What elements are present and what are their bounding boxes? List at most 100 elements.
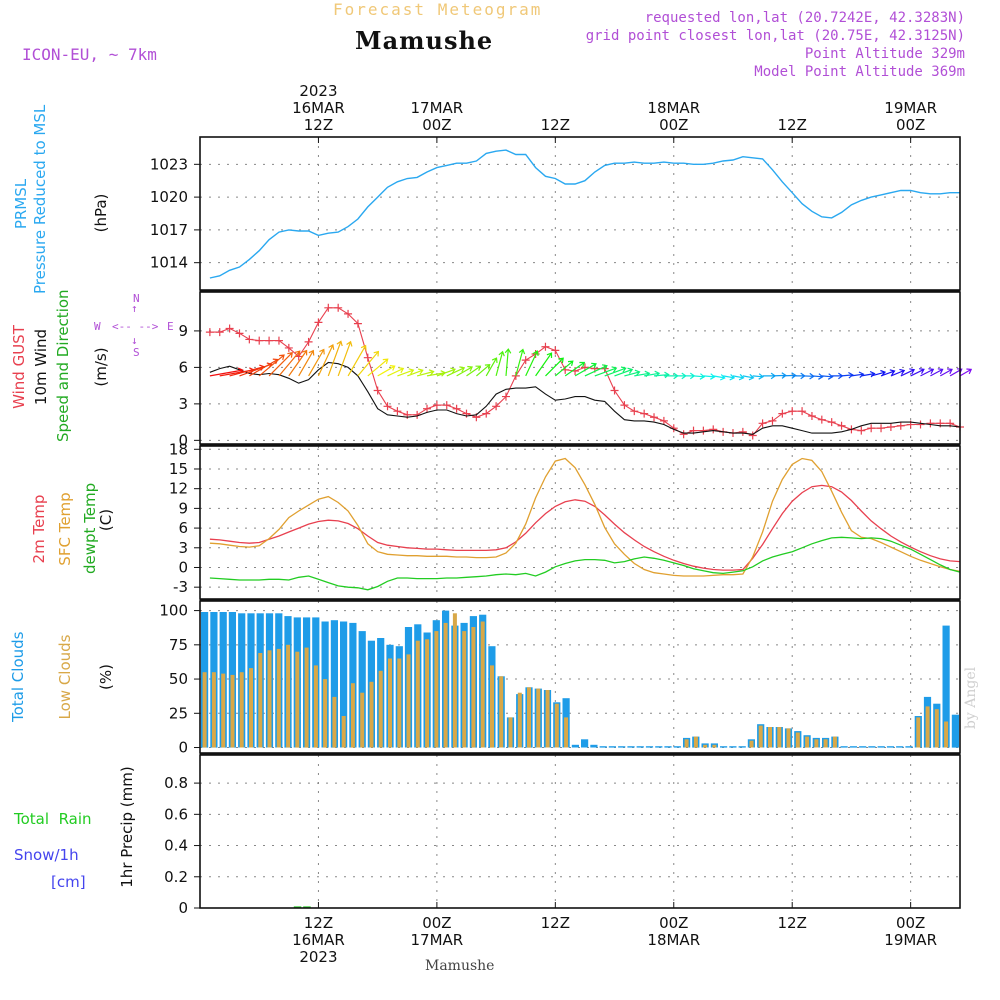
time-label-bottom: 2023 [299,948,337,966]
time-label-top: 00Z [422,116,451,134]
wind-direction-arrow [554,360,574,377]
wind-direction-arrow [683,372,696,380]
wind-direction-arrow [910,368,925,377]
time-label-top: 00Z [659,116,688,134]
gust-marker [393,407,402,416]
gust-marker [334,303,343,312]
wind-direction-arrow [624,369,641,377]
gust-marker [304,337,313,346]
low-cloud-bar [693,736,698,748]
chart-title: Mamushe [355,26,494,55]
low-cloud-bar [406,654,411,748]
gridpoint-coords: grid point closest lon,lat (20.75E, 42.3… [585,28,965,44]
total-cloud-bar [636,746,644,748]
wind-direction-arrow [337,340,353,377]
low-cloud-bar [332,696,337,748]
wind-direction-arrow [407,368,424,377]
low-cloud-bar [749,740,754,748]
time-label-bottom: 19MAR [884,931,937,949]
wind-direction-arrow [890,368,906,377]
total-cloud-bar [627,746,635,748]
low-cloud-bar [805,736,810,748]
gust-marker [699,426,708,435]
ytick-label-wind: 9 [178,322,188,340]
wind-direction-arrow [653,371,670,379]
ytick-label-precip: 0 [178,899,188,917]
ytick-label-clouds: 75 [169,636,188,654]
gust-marker [827,418,836,427]
wind-direction-arrow [930,368,944,377]
gust-marker [423,404,432,413]
rain-label: Total Rain [14,810,92,828]
gust-marker [541,342,550,351]
low-cloud-bar [258,653,263,748]
time-label-top: 12Z [541,116,570,134]
total-cloud-bar [645,746,654,748]
time-label-bottom: 17MAR [411,931,464,949]
ytick-label-wind: 6 [178,358,188,376]
wind-direction-arrow [367,358,389,377]
gust-marker [482,409,491,418]
total-cloud-bar [886,746,895,748]
low-cloud-bar [536,688,541,748]
wind-direction-arrow [515,348,526,377]
time-label-top: 18MAR [647,99,700,117]
gust-marker [205,328,214,337]
low-cloud-bar [341,716,346,748]
total-cloud-bar [859,746,867,748]
gust-marker [235,329,244,338]
wind-direction-arrow [821,373,834,380]
gust-marker [857,426,866,435]
wind-direction-arrow [693,373,706,380]
gust-marker [886,422,895,431]
total-cloud-bar [599,746,607,748]
ytick-label-temp: 15 [169,460,188,478]
low-cloud-bar [443,622,448,748]
total-cloud-bar [720,746,728,748]
time-label-bottom: 16MAR [292,931,345,949]
gust-marker [788,407,797,416]
gust-marker [225,324,234,333]
total-cloud-bar [849,746,857,748]
low-cloud-bar [777,727,782,748]
wind-direction-arrow [604,366,627,377]
ytick-label-pressure: 1014 [150,254,188,272]
time-label-top: 17MAR [411,99,464,117]
low-cloud-bar [768,727,772,748]
gust-marker [659,416,668,425]
gust-marker [778,409,787,418]
gust-marker [373,386,382,395]
bottom-station-label: Mamushe [425,958,495,974]
time-label-top: 2023 [299,82,337,100]
gust-marker [492,402,501,411]
gust-marker [363,353,372,362]
wind-direction-arrow [495,350,505,377]
low-cloud-bar [832,736,837,748]
total-cloud-bar [571,744,579,748]
snow-unit-label: [cm] [51,873,86,891]
dewpt-line [209,536,961,591]
low-cloud-bar [703,744,708,748]
ytick-label-wind: 0 [178,431,188,449]
wind-direction-arrow [742,373,755,381]
gust-marker [501,392,510,401]
low-cloud-bar [369,681,374,748]
point-altitude: Point Altitude 329m [804,46,965,62]
wind-direction-arrow [249,358,279,377]
low-cloud-bar [823,739,828,748]
gust-marker [442,401,451,410]
time-label-top: 12Z [304,116,333,134]
gust-marker [709,425,718,434]
time-label-bottom: 12Z [778,914,807,932]
gust-marker [610,386,619,395]
low-cloud-bar [434,631,439,748]
wind-direction-arrow [268,351,293,377]
low-cloud-bar [527,687,531,748]
total-cloud-bar [896,746,904,748]
ytick-label-temp: 12 [169,480,188,498]
snow-label: Snow/1h [14,846,79,864]
low-cloud-bar [397,658,402,748]
gust-marker [650,413,659,422]
ytick-label-precip: 0.4 [164,837,188,855]
